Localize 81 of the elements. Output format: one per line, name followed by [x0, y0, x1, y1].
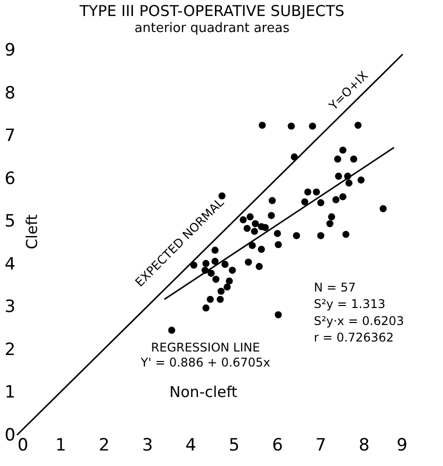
point [345, 180, 352, 187]
point [202, 304, 210, 312]
point [221, 260, 229, 268]
point [240, 216, 247, 224]
point [350, 156, 358, 163]
point [248, 242, 256, 250]
point [218, 192, 226, 200]
point [212, 276, 220, 283]
x-tick-label: 5 [228, 436, 240, 456]
point [258, 122, 266, 129]
point [317, 199, 324, 206]
y-axis-title: Cleft [23, 214, 42, 250]
point [304, 188, 312, 196]
point [250, 228, 258, 235]
x-axis-title: Non-cleft [169, 383, 238, 402]
point [224, 283, 231, 291]
x-tick-label: 2 [98, 436, 110, 456]
point [274, 230, 281, 238]
point [334, 156, 342, 163]
point [244, 258, 252, 266]
point [342, 230, 350, 238]
point [262, 224, 269, 232]
y-tick-label: 4 [4, 254, 16, 274]
point [228, 266, 236, 274]
point [301, 198, 308, 206]
point [208, 270, 215, 277]
point [354, 122, 362, 129]
x-tick-label: 1 [55, 436, 66, 456]
point [218, 288, 225, 295]
point [268, 212, 275, 220]
x-tick-label: 7 [315, 436, 326, 456]
point [328, 213, 336, 220]
point [288, 122, 295, 130]
point [274, 311, 282, 318]
x-tick-label: 6 [272, 436, 283, 456]
x-tick-label: 9 [396, 436, 408, 456]
point [206, 296, 214, 303]
point [268, 197, 276, 204]
point [256, 262, 263, 270]
y-tick-label: 9 [4, 40, 16, 60]
point [168, 326, 176, 334]
point [211, 246, 219, 254]
annotation: Y' = 0.886 + 0.6705x [140, 355, 270, 370]
point [358, 176, 365, 184]
y-tick-label: 6 [4, 168, 16, 189]
y-tick-label: 2 [4, 340, 16, 360]
point [332, 196, 340, 204]
point [211, 258, 219, 265]
x-tick-label: 8 [358, 436, 370, 456]
point [252, 220, 259, 228]
chart-subtitle: anterior quadrant areas [134, 21, 290, 36]
point [380, 205, 387, 212]
point [246, 213, 254, 220]
y-tick-label: 3 [4, 297, 16, 318]
x-tick-label: 4 [185, 436, 196, 456]
y-tick-label: 1 [4, 382, 16, 403]
x-tick-label: 0 [18, 436, 28, 456]
point [326, 220, 334, 228]
annotation: S²y = 1.313 [314, 297, 386, 312]
annotation: N = 57 [314, 280, 356, 294]
point [312, 188, 320, 196]
x-tick-label: 3 [142, 436, 153, 456]
point [216, 296, 224, 303]
point [226, 277, 233, 285]
point [202, 260, 210, 267]
point [334, 172, 342, 180]
point [292, 232, 300, 240]
y-tick-label: 8 [4, 83, 16, 104]
y-tick-label: 5 [4, 212, 16, 232]
point [258, 246, 265, 253]
point [274, 241, 282, 248]
point [308, 122, 316, 130]
point [317, 232, 324, 240]
y-tick-label: 7 [4, 126, 16, 146]
annotation: REGRESSION LINE [151, 340, 260, 354]
chart-title: TYPE III POST-OPERATIVE SUBJECTS [78, 2, 344, 20]
annotation: r = 0.726362 [314, 330, 394, 344]
annotation: S²y·x = 0.6203 [314, 314, 404, 328]
point [244, 224, 251, 232]
point [339, 146, 346, 154]
point [339, 193, 346, 200]
